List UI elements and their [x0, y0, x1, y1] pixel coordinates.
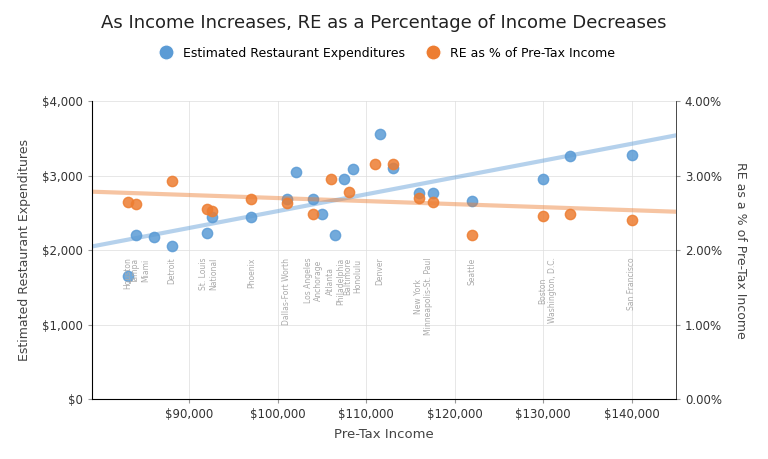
Point [325, 175, 337, 182]
Point [466, 231, 478, 239]
Point [329, 231, 342, 239]
Text: Houston: Houston [123, 257, 132, 290]
Point [201, 230, 214, 237]
Point [413, 194, 425, 202]
Point [280, 196, 293, 203]
Y-axis label: Estimated Restaurant Expenditures: Estimated Restaurant Expenditures [18, 139, 31, 361]
Y-axis label: RE as a % of Pre-Tax Income: RE as a % of Pre-Tax Income [734, 162, 747, 339]
Point [316, 211, 328, 218]
Point [205, 213, 217, 220]
Point [537, 175, 549, 182]
Point [121, 273, 134, 280]
Point [307, 196, 319, 203]
X-axis label: Pre-Tax Income: Pre-Tax Income [334, 428, 434, 441]
Point [166, 243, 178, 250]
Point [625, 217, 637, 224]
Text: Tampa
Miami: Tampa Miami [131, 257, 151, 283]
Point [307, 211, 319, 218]
Point [131, 231, 143, 239]
Legend: Estimated Restaurant Expenditures, RE as % of Pre-Tax Income: Estimated Restaurant Expenditures, RE as… [148, 42, 620, 65]
Text: Boston
Washington, D.C.: Boston Washington, D.C. [538, 257, 558, 324]
Point [413, 190, 425, 197]
Point [205, 207, 217, 214]
Point [338, 176, 350, 183]
Text: Los Angeles
Anchorage: Los Angeles Anchorage [303, 257, 323, 303]
Point [148, 233, 161, 241]
Point [387, 161, 399, 168]
Text: New York
Minneapolis-St. Paul: New York Minneapolis-St. Paul [414, 257, 433, 335]
Point [166, 177, 178, 185]
Point [426, 198, 439, 205]
Text: Atlanta
Philadelphia: Atlanta Philadelphia [326, 257, 345, 305]
Point [373, 130, 386, 137]
Point [121, 198, 134, 205]
Point [564, 152, 576, 160]
Point [564, 210, 576, 217]
Text: San Francisco: San Francisco [627, 257, 636, 310]
Point [245, 196, 257, 203]
Point [347, 165, 359, 173]
Point [537, 212, 549, 219]
Point [466, 197, 478, 205]
Point [245, 213, 257, 220]
Text: Phoenix: Phoenix [247, 257, 256, 288]
Text: Detroit: Detroit [167, 257, 176, 285]
Text: Dallas-Fort Worth: Dallas-Fort Worth [282, 257, 291, 325]
Text: Denver: Denver [375, 257, 384, 285]
Point [369, 161, 381, 168]
Text: Seattle: Seattle [468, 257, 477, 285]
Point [280, 200, 293, 207]
Text: As Income Increases, RE as a Percentage of Income Decreases: As Income Increases, RE as a Percentage … [101, 14, 667, 32]
Text: St. Louis
National: St. Louis National [199, 257, 219, 290]
Point [131, 200, 143, 207]
Point [201, 206, 214, 213]
Point [426, 190, 439, 197]
Point [290, 168, 302, 175]
Point [387, 164, 399, 172]
Text: Baltimore
Honolulu: Baltimore Honolulu [343, 257, 362, 295]
Point [343, 188, 355, 196]
Point [625, 151, 637, 158]
